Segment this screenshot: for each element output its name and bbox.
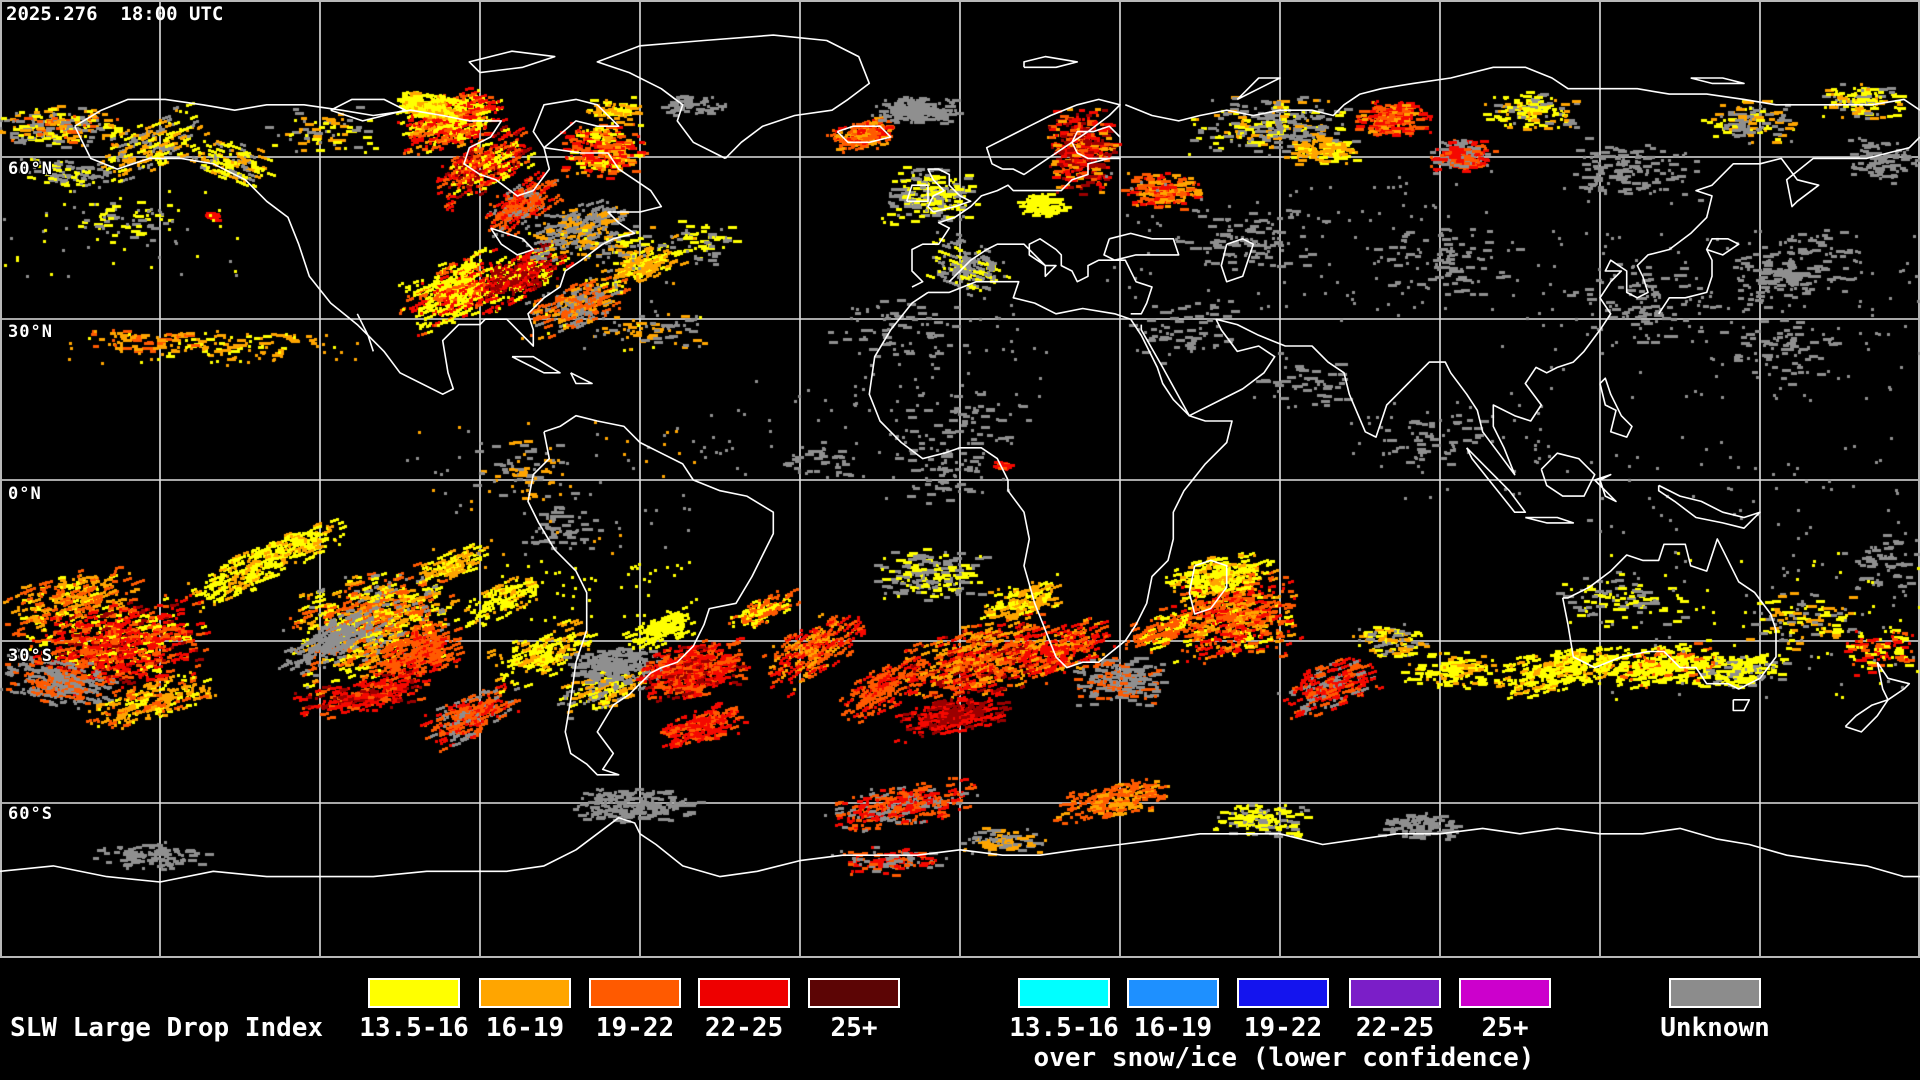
legend-range-slw-2: 16-19 <box>485 1013 565 1043</box>
legend-range-slw-3: 19-22 <box>595 1013 675 1043</box>
latitude-label-60n: 60°N <box>8 159 53 179</box>
legend-title: SLW Large Drop Index <box>10 1013 324 1043</box>
legend-swatch-slw-2 <box>479 978 571 1008</box>
legend-swatch-slw-5 <box>808 978 900 1008</box>
legend-range-snowice-2: 16-19 <box>1133 1013 1213 1043</box>
latitude-label-60s: 60°S <box>8 804 53 824</box>
legend-swatch-snowice-5 <box>1459 978 1551 1008</box>
latitude-label-30n: 30°N <box>8 322 53 342</box>
legend-range-snowice-4: 22-25 <box>1355 1013 1435 1043</box>
legend-swatch-snowice-1 <box>1018 978 1110 1008</box>
legend-swatch-slw-4 <box>698 978 790 1008</box>
latitude-label-30s: 30°S <box>8 646 53 666</box>
legend-label-unknown: Unknown <box>1660 1013 1770 1043</box>
legend-snowice-subtitle: over snow/ice (lower confidence) <box>1033 1043 1535 1073</box>
latitude-label-0n: 0°N <box>8 484 42 504</box>
legend-swatch-snowice-3 <box>1237 978 1329 1008</box>
coastline-layer <box>0 34 1920 883</box>
legend-range-slw-4: 22-25 <box>704 1013 784 1043</box>
legend-swatch-unknown <box>1669 978 1761 1008</box>
legend-swatch-slw-1 <box>368 978 460 1008</box>
legend-range-snowice-1: 13.5-16 <box>1009 1013 1119 1043</box>
legend-range-slw-5: 25+ <box>830 1013 878 1043</box>
legend-swatch-snowice-2 <box>1127 978 1219 1008</box>
legend-swatch-slw-3 <box>589 978 681 1008</box>
legend-range-slw-1: 13.5-16 <box>359 1013 469 1043</box>
legend-range-snowice-3: 19-22 <box>1243 1013 1323 1043</box>
world-map: 2025.276 18:00 UTC 60°N 30°N 0°N 30°S 60… <box>0 0 1920 958</box>
legend-range-snowice-5: 25+ <box>1481 1013 1529 1043</box>
legend-swatch-snowice-4 <box>1349 978 1441 1008</box>
timestamp: 2025.276 18:00 UTC <box>6 3 224 25</box>
